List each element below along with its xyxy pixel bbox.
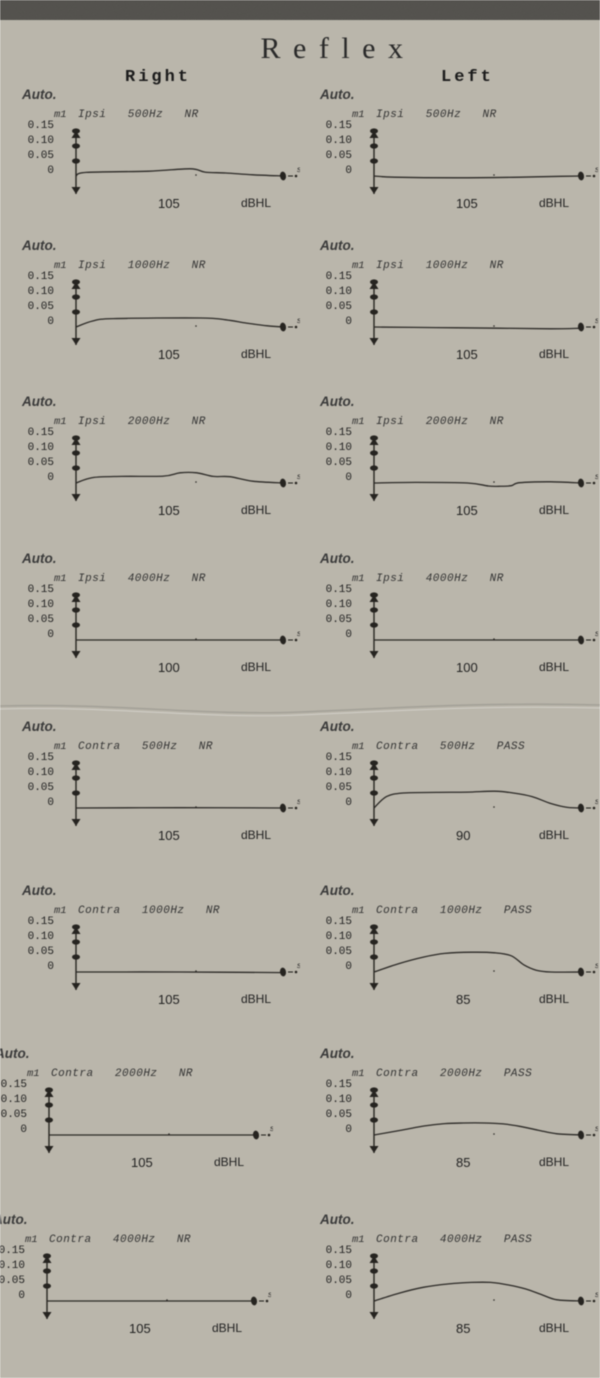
svg-text:s: s	[595, 315, 598, 325]
svg-text:s: s	[297, 628, 300, 638]
svg-text:s: s	[268, 1289, 271, 1299]
svg-text:s: s	[297, 960, 300, 970]
svg-text:s: s	[595, 628, 598, 638]
svg-text:s: s	[270, 1123, 273, 1133]
svg-text:s: s	[297, 471, 300, 481]
svg-text:s: s	[595, 1289, 598, 1299]
svg-text:s: s	[595, 1123, 598, 1133]
svg-text:s: s	[297, 315, 300, 325]
svg-text:s: s	[595, 164, 598, 174]
svg-text:s: s	[297, 796, 300, 806]
svg-text:s: s	[595, 796, 598, 806]
svg-text:s: s	[595, 960, 598, 970]
svg-text:s: s	[297, 164, 300, 174]
svg-text:s: s	[595, 471, 598, 481]
